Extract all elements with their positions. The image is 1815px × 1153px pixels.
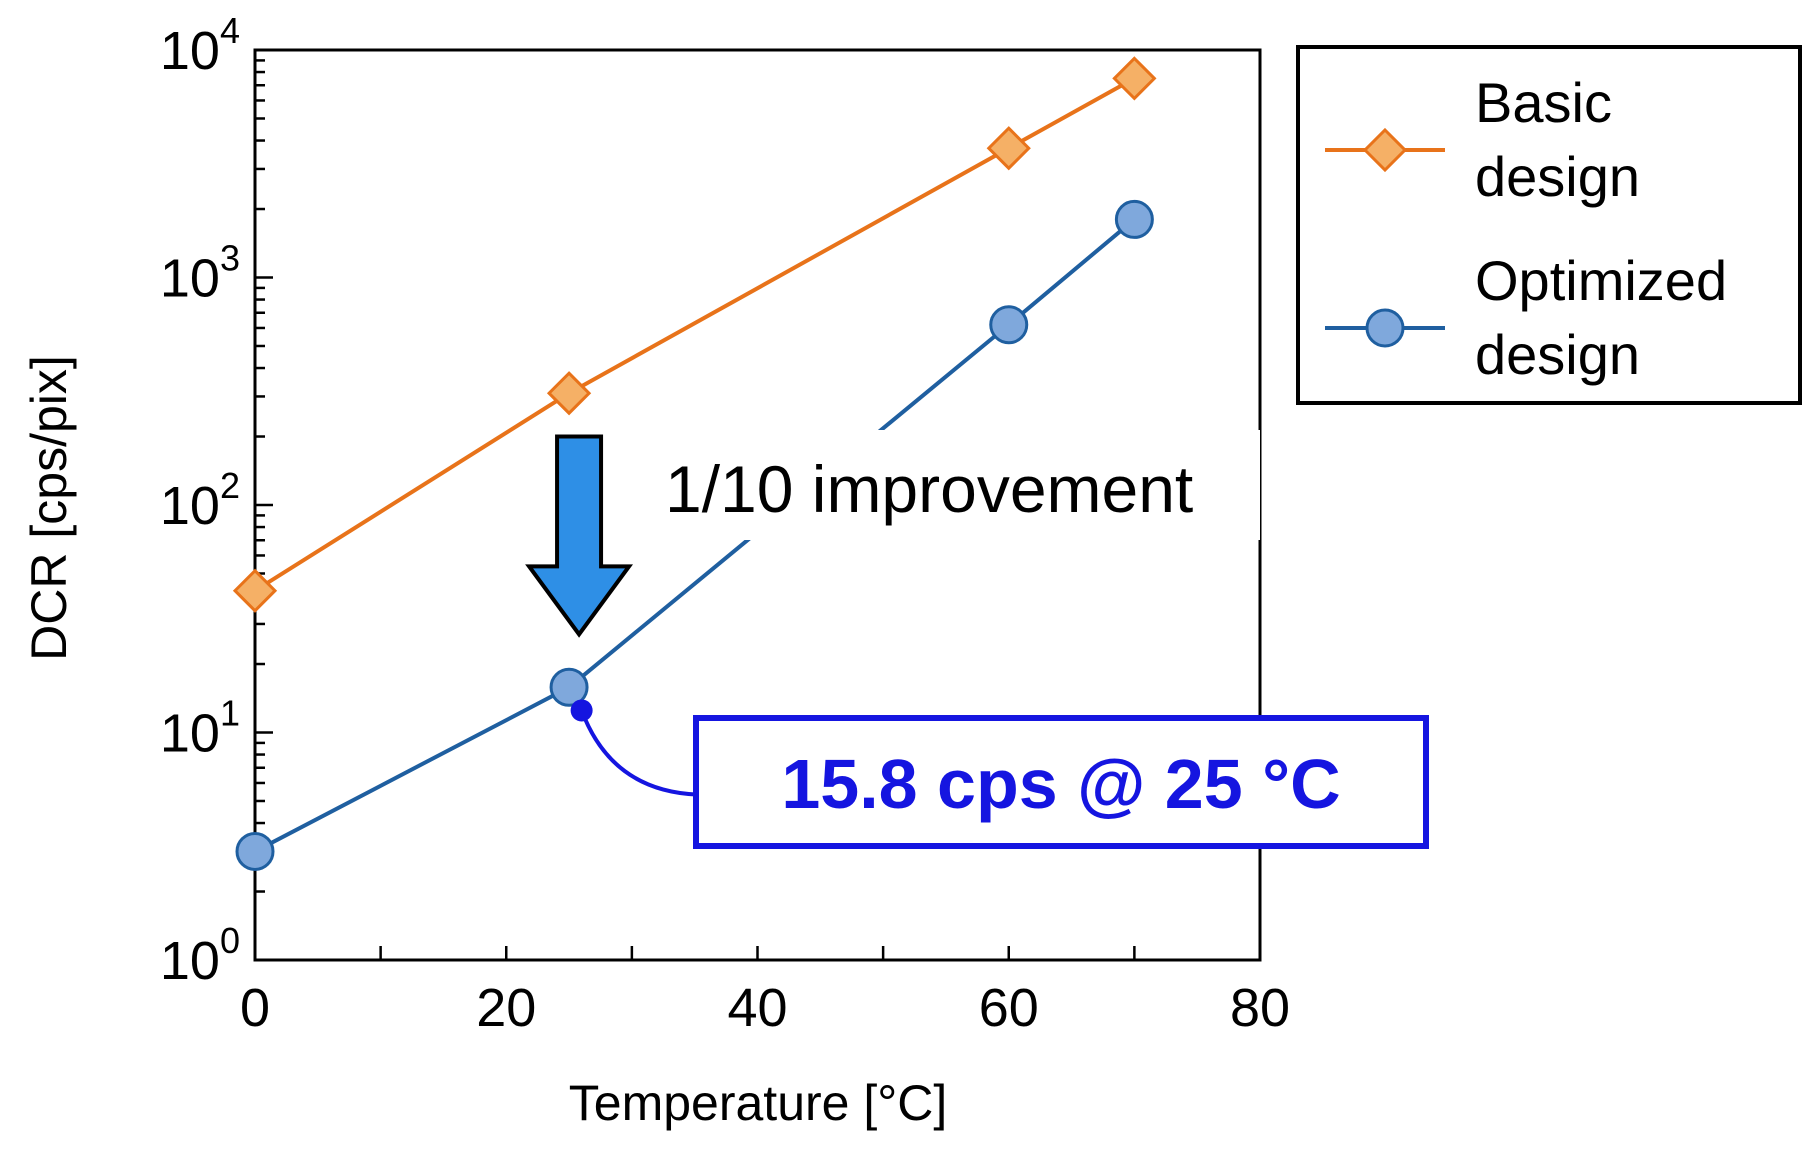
callout-point-dot — [570, 699, 593, 722]
data-point — [232, 568, 278, 613]
y-tick-label: 101 — [160, 693, 240, 764]
x-tick-label: 20 — [476, 978, 536, 1038]
data-point — [546, 371, 592, 416]
improvement-annotation: 1/10 improvement — [525, 430, 1260, 638]
series-line — [253, 76, 1136, 593]
y-tick-label: 100 — [160, 920, 240, 991]
legend-marker — [1365, 308, 1405, 348]
y-tick-label: 103 — [160, 238, 240, 309]
y-axis-title: DCR [cps/pix] — [21, 355, 77, 661]
y-tick-exponent: 4 — [220, 10, 240, 51]
y-tick-label: 102 — [160, 465, 240, 536]
improvement-label-background — [660, 430, 1260, 540]
data-point — [986, 126, 1031, 171]
callout-annotation: 15.8 cps @ 25 °C — [570, 699, 1429, 849]
y-tick-base: 10 — [160, 249, 220, 309]
y-tick-exponent: 1 — [220, 693, 240, 734]
callout-label: 15.8 cps @ 25 °C — [781, 745, 1340, 823]
x-tick-label: 60 — [979, 978, 1039, 1038]
legend-label: design — [1475, 145, 1640, 208]
legend-label: Optimized — [1475, 249, 1727, 312]
x-tick-label: 40 — [727, 978, 787, 1038]
legend-marker — [1362, 127, 1408, 173]
y-tick-exponent: 3 — [220, 238, 240, 279]
y-tick-exponent: 0 — [220, 920, 240, 961]
data-point — [1114, 199, 1154, 239]
y-tick-base: 10 — [160, 931, 220, 991]
y-tick-base: 10 — [160, 21, 220, 81]
data-point — [989, 305, 1029, 345]
callout-box — [693, 715, 1429, 849]
data-point — [235, 831, 275, 871]
y-tick-base: 10 — [160, 704, 220, 764]
down-arrow-icon — [525, 434, 634, 638]
series-basic-design — [232, 56, 1157, 613]
x-axis-title: Temperature [°C] — [569, 1075, 947, 1131]
legend: Basic design Optimized design — [1296, 45, 1802, 405]
x-tick-label: 0 — [240, 978, 270, 1038]
y-tick-label: 104 — [160, 10, 240, 81]
y-tick-base: 10 — [160, 476, 220, 536]
callout-leader-line — [579, 709, 697, 797]
x-axis: 0 20 40 60 80 — [240, 946, 1290, 1038]
improvement-label: 1/10 improvement — [665, 452, 1193, 526]
data-point — [549, 667, 589, 707]
data-point — [1112, 56, 1157, 101]
y-tick-exponent: 2 — [220, 465, 240, 506]
legend-label: Basic — [1475, 71, 1612, 134]
x-tick-label: 80 — [1230, 978, 1290, 1038]
legend-label: design — [1475, 323, 1640, 386]
